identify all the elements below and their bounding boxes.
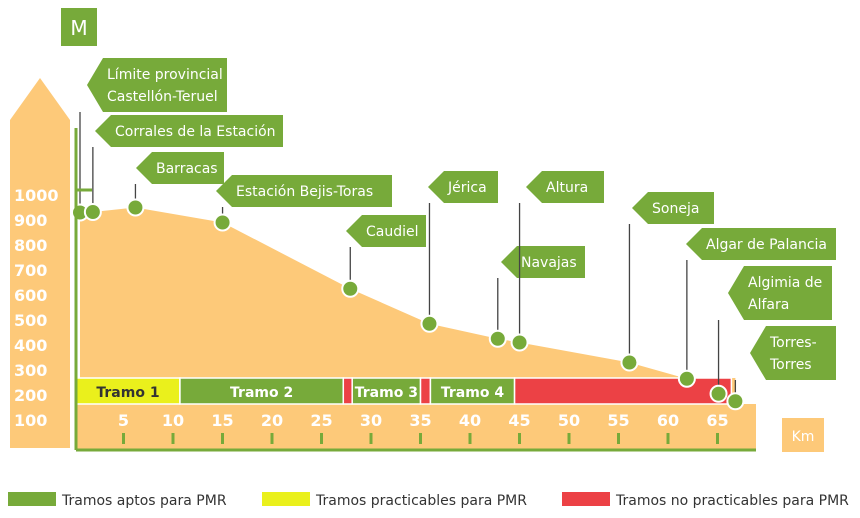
x-tick-label: 40 — [459, 411, 481, 430]
segment-bar — [342, 377, 353, 405]
station-callout: Navajas — [497, 246, 585, 339]
station-callout: Caudiel — [346, 215, 426, 289]
y-axis-arrow — [10, 78, 70, 448]
callout-tag — [95, 115, 283, 147]
station-callout: Algar de Palancia — [686, 228, 836, 379]
legend-swatch — [562, 492, 610, 506]
station-label: Jérica — [447, 180, 487, 196]
station-label: Barracas — [156, 161, 218, 177]
station-callout: Barracas — [134, 152, 224, 208]
station-label: Caudiel — [366, 224, 419, 240]
segment-label: Tramo 3 — [355, 385, 418, 401]
segment-bar — [419, 377, 432, 405]
station-label: Algimia de Alfara — [748, 275, 822, 313]
x-tick-label: 35 — [409, 411, 431, 430]
station-callout: Algimia de Alfara — [717, 266, 832, 394]
x-tick-label: 65 — [706, 411, 728, 430]
callout-tag — [136, 152, 224, 184]
legend-swatch — [262, 492, 310, 506]
station-callout: Corrales de la Estación — [92, 115, 283, 212]
callout-tag — [216, 175, 392, 207]
callout-tag — [728, 266, 832, 320]
x-tick-label: 20 — [261, 411, 283, 430]
segment-bar — [75, 377, 181, 405]
callout-tag — [501, 246, 585, 278]
x-tick-label: 5 — [118, 411, 129, 430]
station-point — [488, 329, 507, 348]
x-unit-label: Km — [792, 429, 815, 445]
station-callout: Jérica — [428, 171, 498, 324]
x-tick-label: 10 — [162, 411, 184, 430]
station-point — [620, 353, 639, 372]
x-tick-label: 50 — [558, 411, 580, 430]
y-unit-label: M — [70, 16, 87, 40]
station-callout: Altura — [518, 171, 604, 343]
callout-tag — [632, 192, 714, 224]
station-label: Límite provincial Castellón-Teruel — [107, 67, 223, 105]
callout-tag — [346, 215, 426, 247]
station-label: Corrales de la Estación — [115, 124, 276, 140]
y-tick-label: 200 — [14, 386, 47, 405]
x-tick-label: 15 — [211, 411, 233, 430]
station-point — [709, 384, 728, 403]
y-tick-label: 1000 — [14, 186, 59, 205]
legend-label: Tramos practicables para PMR — [315, 493, 527, 509]
callout-tag — [526, 171, 604, 203]
station-callout: Límite provincial Castellón-Teruel — [79, 58, 227, 213]
station-label: Estación Bejis-Toras — [236, 184, 373, 200]
legend: Tramos aptos para PMR Tramos practicables… — [8, 492, 849, 509]
callout-tag — [750, 326, 836, 380]
y-tick-label: 500 — [14, 311, 47, 330]
segment-bar — [513, 377, 733, 405]
station-point — [83, 203, 102, 221]
station-point — [677, 369, 696, 388]
callout-tag — [686, 228, 836, 260]
station-callout: Soneja — [628, 192, 714, 363]
segment-label: Tramo 2 — [230, 385, 293, 401]
y-tick-label: 600 — [14, 286, 47, 305]
station-label: Altura — [546, 180, 588, 196]
y-tick-label: 300 — [14, 361, 47, 380]
segment-bar — [351, 377, 422, 405]
station-point — [126, 198, 145, 217]
legend-swatch — [8, 492, 56, 506]
legend-label: Tramos aptos para PMR — [61, 493, 227, 509]
station-label: Algar de Palancia — [706, 237, 827, 253]
station-callout: Estación Bejis-Toras — [216, 175, 392, 223]
segment-label: Tramo 1 — [96, 385, 159, 401]
y-tick-label: 400 — [14, 336, 47, 355]
station-label: Torres-Torres — [769, 335, 817, 373]
x-tick-label: 30 — [360, 411, 382, 430]
station-label: Navajas — [521, 255, 577, 271]
x-axis-band — [76, 404, 756, 450]
x-tick-label: 55 — [607, 411, 629, 430]
station-callout: Torres-Torres — [734, 326, 836, 402]
y-unit-box: M — [61, 8, 97, 46]
y-tick-label: 800 — [14, 236, 47, 255]
station-point — [420, 314, 439, 333]
segment-label: Tramo 4 — [441, 385, 504, 401]
callout-tag — [87, 58, 227, 112]
station-point — [341, 279, 360, 298]
y-tick-label: 100 — [14, 411, 47, 430]
x-unit-box: Km — [782, 418, 824, 452]
segment-bar — [429, 377, 516, 405]
station-point — [510, 333, 529, 352]
station-label: Soneja — [652, 201, 699, 217]
elevation-area — [80, 207, 736, 402]
legend-label: Tramos no practicables para PMR — [615, 493, 849, 509]
x-tick-label: 60 — [657, 411, 679, 430]
station-point — [213, 213, 232, 232]
x-tick-label: 45 — [508, 411, 530, 430]
station-point — [726, 392, 745, 411]
x-tick-label: 25 — [310, 411, 332, 430]
y-tick-label: 700 — [14, 261, 47, 280]
callout-tag — [428, 171, 498, 203]
y-tick-label: 900 — [14, 211, 47, 230]
